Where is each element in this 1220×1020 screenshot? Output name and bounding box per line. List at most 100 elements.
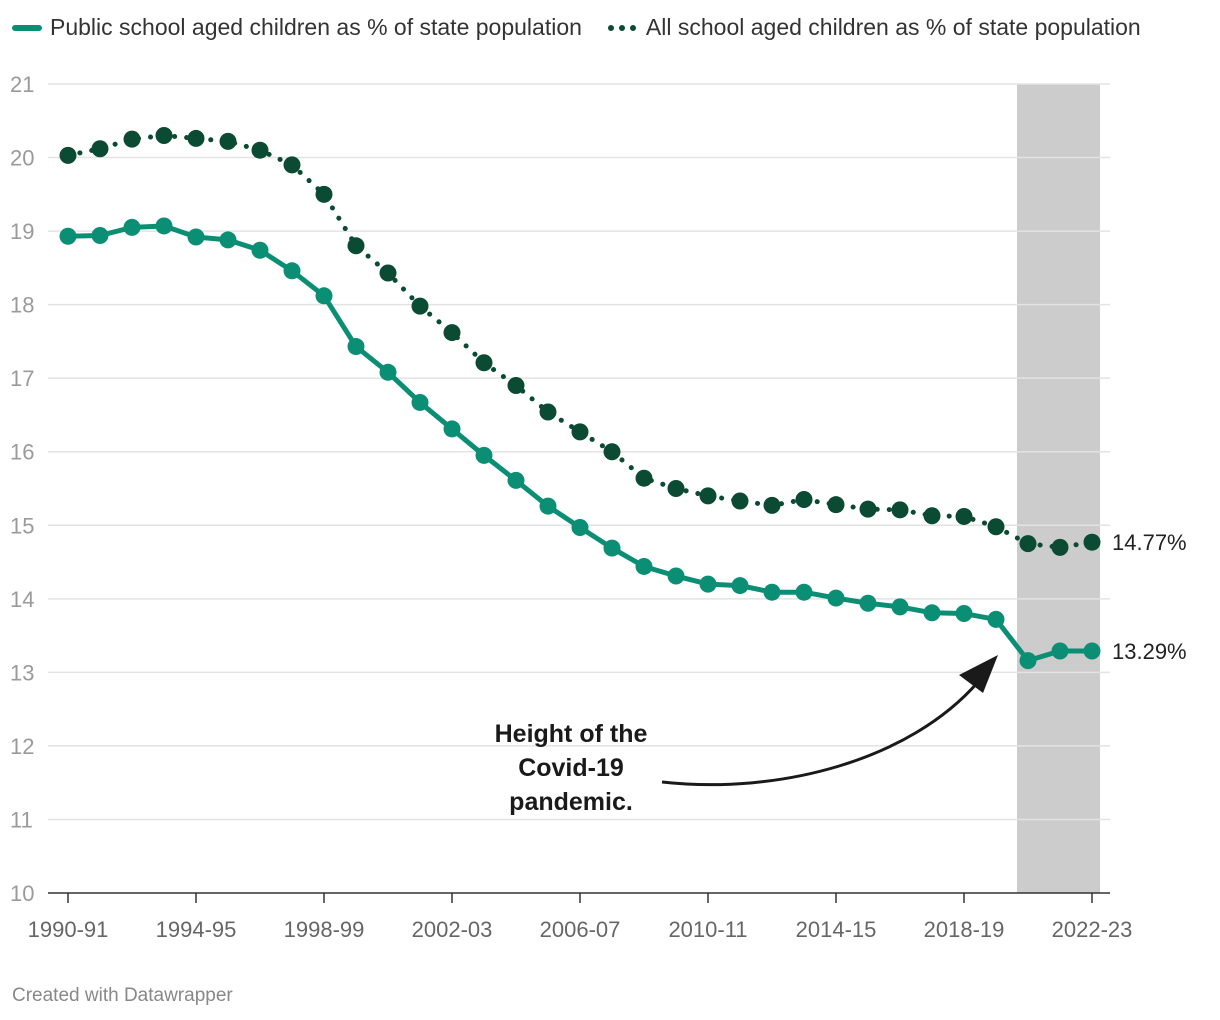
legend-item-public: Public school aged children as % of stat… [12, 14, 582, 41]
data-point-all [251, 141, 269, 159]
end-label-all: 14.77% [1112, 530, 1187, 555]
data-point-public [507, 471, 525, 489]
y-tick-label: 10 [10, 881, 34, 906]
data-point-public [123, 218, 141, 236]
data-point-all [955, 507, 973, 525]
data-point-all [699, 487, 717, 505]
series-line-public [65, 223, 1095, 664]
data-point-all [379, 264, 397, 282]
x-axis: 1990-91 1994-95 1998-99 2002-03 2006-07 2010-… [28, 893, 1133, 942]
data-point-public [603, 539, 621, 557]
data-point-public [1051, 642, 1069, 660]
annotation-line: Height of the [495, 720, 648, 748]
data-point-all [411, 297, 429, 315]
end-label-public: 13.29% [1112, 639, 1187, 664]
data-point-public [955, 605, 973, 623]
data-point-all [59, 146, 77, 164]
credit-text: Created with Datawrapper [12, 985, 233, 1006]
data-point-public [347, 338, 365, 356]
data-point-all [539, 403, 557, 421]
y-tick-label: 18 [10, 293, 34, 318]
data-point-public [251, 241, 269, 259]
y-tick-label: 15 [10, 513, 34, 538]
data-point-all [603, 443, 621, 461]
legend-item-all: All school aged children as % of state p… [607, 14, 1141, 41]
y-tick-label: 20 [10, 146, 34, 171]
data-point-public [731, 577, 749, 595]
data-point-all [1083, 533, 1101, 551]
x-tick-label: 2022-23 [1052, 917, 1133, 942]
data-point-public [571, 518, 589, 536]
series-group: 13.29% 14.77% [59, 126, 1187, 670]
series-public: 13.29% [59, 217, 1187, 670]
data-point-public [891, 598, 909, 616]
data-point-all [315, 185, 333, 203]
annotation-line: Covid-19 [518, 754, 624, 782]
data-point-all [667, 480, 685, 497]
covid-annotation: Height of the Covid-19 pandemic. [495, 655, 998, 816]
x-tick-label: 1994-95 [156, 917, 237, 942]
x-tick-label: 2018-19 [924, 917, 1005, 942]
data-point-public [443, 420, 461, 438]
data-point-all [635, 469, 653, 487]
data-point-public [667, 567, 685, 585]
data-point-all [443, 324, 461, 342]
y-tick-label: 14 [10, 587, 34, 612]
data-point-all [795, 491, 813, 509]
x-tick-label: 1990-91 [28, 917, 109, 942]
x-tick-label: 2006-07 [540, 917, 621, 942]
legend-label-all: All school aged children as % of state p… [645, 14, 1141, 40]
data-point-all [155, 126, 173, 144]
data-point-public [635, 557, 653, 575]
data-point-all [987, 518, 1005, 536]
y-tick-label: 13 [10, 660, 34, 685]
data-point-all [731, 492, 749, 510]
y-tick-label: 19 [10, 219, 34, 244]
data-point-public [155, 217, 173, 235]
data-point-all [347, 237, 365, 255]
data-point-public [987, 610, 1005, 628]
legend-swatch-all [607, 24, 638, 31]
data-point-all [859, 500, 877, 518]
data-point-all [283, 156, 301, 174]
data-point-public [411, 393, 429, 411]
data-point-public [59, 227, 77, 245]
data-point-all [827, 496, 845, 514]
data-point-public [539, 497, 557, 515]
data-point-public [827, 589, 845, 607]
y-tick-label: 12 [10, 734, 34, 759]
legend-swatch-public [12, 24, 42, 31]
data-point-public [1083, 642, 1101, 660]
covid-highlight-band [1017, 84, 1100, 893]
legend: Public school aged children as % of stat… [12, 14, 1141, 41]
annotation-line: pandemic. [509, 788, 633, 816]
x-tick-label: 2002-03 [412, 917, 493, 942]
annotation-arrow-head [959, 655, 998, 693]
data-point-public [1019, 652, 1037, 670]
annotation-arrow-line [661, 681, 980, 787]
data-point-all [219, 132, 237, 150]
data-point-all [91, 140, 109, 158]
data-point-all [1051, 538, 1069, 556]
data-point-all [1019, 535, 1037, 553]
y-tick-label: 17 [10, 366, 34, 391]
data-point-all [123, 130, 141, 148]
series-line-all [65, 132, 1095, 550]
x-tick-label: 2010-11 [668, 917, 747, 942]
data-point-public [379, 363, 397, 381]
data-point-public [91, 227, 109, 245]
y-tick-label: 21 [10, 72, 34, 97]
data-point-public [475, 446, 493, 464]
data-point-all [507, 377, 525, 395]
data-point-public [187, 228, 205, 246]
data-point-public [315, 287, 333, 305]
x-tick-label: 2014-15 [796, 917, 877, 942]
data-point-public [219, 231, 237, 249]
y-tick-label: 11 [10, 807, 33, 832]
data-point-public [923, 604, 941, 622]
data-point-public [283, 262, 301, 280]
data-point-all [571, 423, 589, 441]
data-point-public [763, 583, 781, 601]
data-point-all [187, 129, 205, 147]
